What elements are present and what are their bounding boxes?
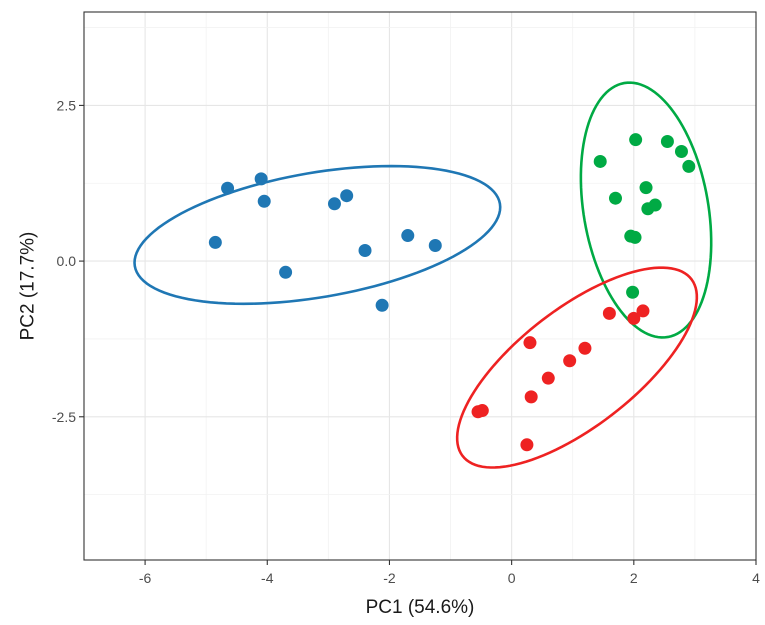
group-blue-point <box>221 181 235 195</box>
group-green-point <box>674 144 688 158</box>
group-blue-point <box>208 235 222 249</box>
data-points <box>208 133 696 452</box>
y-tick-label: -2.5 <box>52 409 76 425</box>
group-red-point <box>523 336 537 350</box>
group-red-point <box>475 404 489 418</box>
group-red-point <box>602 306 616 320</box>
group-green-point <box>626 285 640 299</box>
group-blue-point <box>327 197 341 211</box>
group-blue-point <box>401 229 415 243</box>
group-blue-point <box>428 239 442 253</box>
group-blue-point <box>257 194 271 208</box>
group-green-point <box>608 191 622 205</box>
group-red-ellipse <box>455 266 699 469</box>
group-blue-point <box>375 298 389 312</box>
x-tick-label: 0 <box>508 570 516 586</box>
group-blue-point <box>358 244 372 258</box>
group-blue-point <box>340 189 354 203</box>
group-green-point <box>639 181 653 195</box>
group-red-point <box>636 304 650 318</box>
x-tick-label: 2 <box>630 570 638 586</box>
group-red-point <box>541 371 555 385</box>
x-axis-title: PC1 (54.6%) <box>366 597 475 618</box>
group-green-point <box>660 135 674 149</box>
group-red-point <box>627 311 641 325</box>
x-tick-label: 4 <box>752 570 760 586</box>
x-tick-label: -2 <box>383 570 396 586</box>
group-blue-point <box>254 172 268 186</box>
group-green-point <box>628 230 642 244</box>
group-blue-point <box>279 265 293 279</box>
group-green-point <box>682 159 696 173</box>
group-red-point <box>520 438 534 452</box>
axis-ticks: -6 -4 -2 0 2 4 2.5 0.0 -2.5 <box>52 97 760 586</box>
group-red-point <box>563 354 577 368</box>
group-blue-ellipse <box>133 164 502 306</box>
group-red-point <box>524 390 538 404</box>
group-green-point <box>641 202 655 216</box>
x-tick-label: -6 <box>139 570 152 586</box>
y-tick-label: 0.0 <box>57 253 77 269</box>
group-green-point <box>593 154 607 168</box>
x-tick-label: -4 <box>261 570 274 586</box>
ellipses <box>133 81 713 469</box>
group-red-point <box>578 341 592 355</box>
y-axis-title: PC2 (17.7%) <box>18 232 39 341</box>
y-tick-label: 2.5 <box>57 97 77 113</box>
plot-panel-border <box>83 11 757 561</box>
group-green-point <box>629 133 643 147</box>
